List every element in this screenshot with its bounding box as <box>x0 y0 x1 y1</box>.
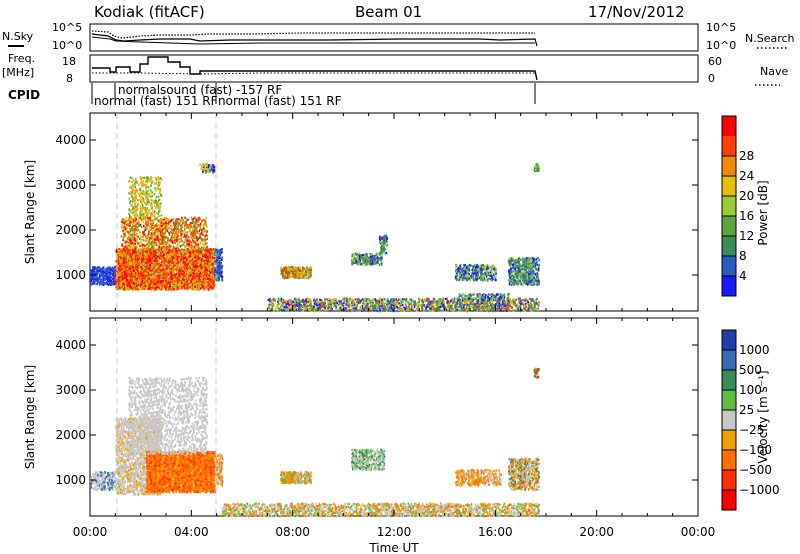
nsearch-label: N.Search <box>745 32 795 45</box>
nsky-tick-bottom: 10^0 <box>52 39 82 52</box>
echo-cell <box>107 275 109 277</box>
echo-cell <box>97 266 99 268</box>
beam-title: Beam 01 <box>355 3 422 21</box>
echo-cell <box>100 278 102 280</box>
echo-cell <box>113 283 115 285</box>
echo-cell <box>96 277 98 279</box>
echo-cell <box>103 273 105 275</box>
power-heatmap <box>90 163 540 313</box>
echo-cell <box>112 282 114 284</box>
echo-cell <box>92 270 94 272</box>
echo-cell <box>102 281 104 283</box>
echo-cell <box>106 281 108 283</box>
nave-label: Nave <box>760 65 788 78</box>
echo-cell <box>95 267 97 269</box>
echo-cell <box>93 283 95 285</box>
echo-cell <box>94 280 96 282</box>
echo-cell <box>104 271 106 273</box>
freq-unit-label: [MHz] <box>2 66 34 79</box>
radar-summary-plot: Kodiak (fitACF) Beam 01 17/Nov/2012 N.Sk… <box>0 0 800 554</box>
echo-cell <box>111 273 113 275</box>
echo-cell <box>108 266 110 268</box>
echo-cell <box>104 282 106 284</box>
echo-cell <box>94 283 96 285</box>
echo-cell <box>113 270 115 272</box>
echo-cell <box>90 284 92 286</box>
echo-cell <box>109 268 111 270</box>
echo-cell <box>99 273 101 275</box>
echo-cell <box>99 278 101 280</box>
nsky-tick-top: 10^5 <box>52 21 82 34</box>
nsearch-tick-top: 10^5 <box>706 21 736 34</box>
nsearch-tick-bottom: 10^0 <box>706 39 736 52</box>
echo-cell <box>93 267 95 269</box>
echo-cell <box>97 282 99 284</box>
echo-cell <box>107 279 109 281</box>
nave-tick-bottom: 0 <box>708 72 715 85</box>
echo-cell <box>90 277 92 279</box>
echo-cell <box>90 280 92 282</box>
cpid-entry-2: normal (fast) 151 RF <box>94 94 218 108</box>
echo-cell <box>113 280 115 282</box>
echo-cell <box>113 276 115 278</box>
echo-cell <box>106 283 108 285</box>
echo-cell <box>109 273 111 275</box>
echo-cell <box>112 274 114 276</box>
cpid-label: CPID <box>8 88 40 102</box>
echo-cell <box>111 276 113 278</box>
echo-cell <box>112 267 114 269</box>
freq-panel: Freq. [MHz] 18 8 60 0 Nave <box>2 52 788 85</box>
echo-cell <box>94 270 96 272</box>
echo-cell <box>127 262 129 264</box>
echo-cell <box>101 273 103 275</box>
cpid-entry-3: normal (fast) 151 RF <box>218 94 342 108</box>
echo-cell <box>99 281 101 283</box>
echo-cell <box>102 269 104 271</box>
echo-cell <box>99 270 101 272</box>
echo-cell <box>98 270 100 272</box>
echo-cell <box>110 280 112 282</box>
freq-label: Freq. <box>8 52 35 65</box>
station-title: Kodiak (fitACF) <box>94 3 205 21</box>
nsky-label: N.Sky <box>2 30 34 43</box>
date-title: 17/Nov/2012 <box>588 3 685 21</box>
echo-cell <box>101 283 103 285</box>
echo-cell <box>102 276 104 278</box>
echo-cell <box>99 268 101 270</box>
echo-cell <box>106 270 108 272</box>
nave-tick-top: 60 <box>708 55 722 68</box>
echo-cell <box>103 266 105 268</box>
freq-tick-top: 18 <box>62 55 76 68</box>
echo-cell <box>104 269 106 271</box>
echo-cell <box>104 278 106 280</box>
nsky-panel: N.Sky 10^5 10^0 10^5 10^0 N.Search <box>2 21 795 52</box>
freq-tick-bottom: 8 <box>66 72 73 85</box>
echo-cell <box>99 275 101 277</box>
cpid-panel: CPID normalsound (fast) -157 RF normal (… <box>8 83 535 108</box>
